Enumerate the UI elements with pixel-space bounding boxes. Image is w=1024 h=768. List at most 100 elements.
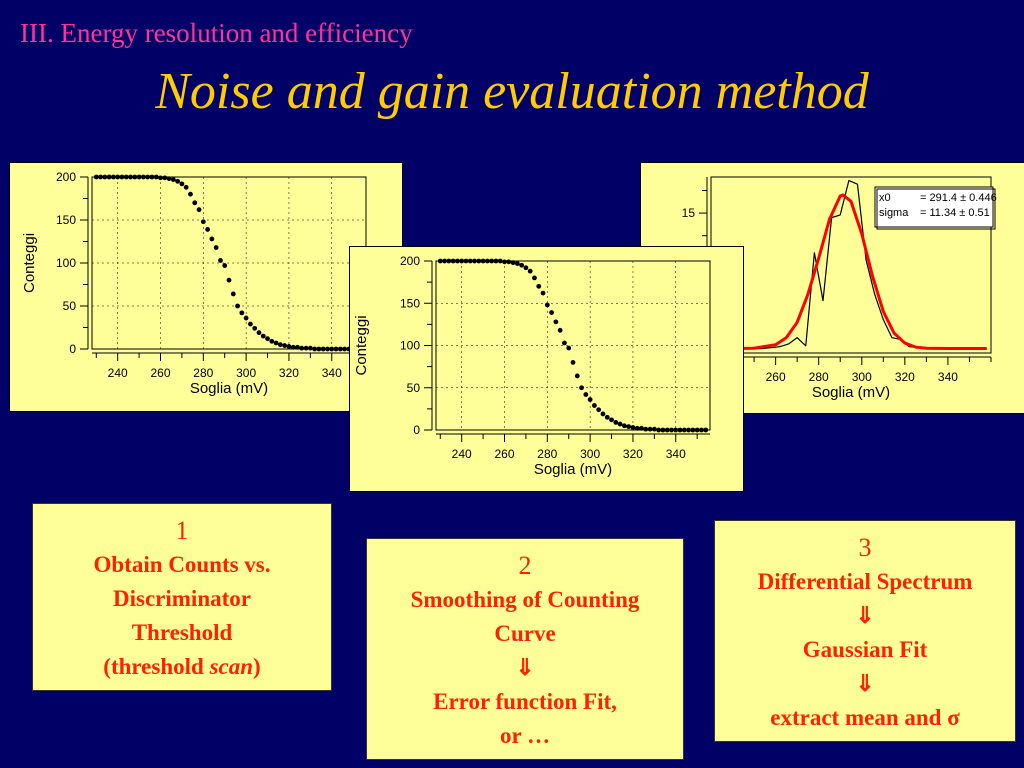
section-heading: III. Energy resolution and efficiency (20, 18, 413, 48)
data-point (463, 258, 469, 264)
data-point (587, 397, 593, 402)
data-point (140, 174, 146, 180)
fit-x0-label: x0 (879, 192, 891, 204)
data-point (102, 174, 108, 180)
step-box-3: 3 Differential Spectrum ⇓ Gaussian Fit ⇓… (714, 520, 1016, 742)
data-point (320, 346, 326, 352)
data-point (196, 207, 202, 213)
data-point (342, 346, 347, 352)
data-point (111, 174, 116, 180)
data-point (158, 175, 163, 181)
y-tick-label: 200 (400, 254, 420, 268)
x-tick-label: 300 (236, 366, 256, 380)
step-line: Curve (494, 621, 556, 646)
data-point (179, 181, 185, 187)
fit-params-frame (874, 186, 994, 228)
y-tick-label: 150 (400, 296, 420, 310)
y-tick-label: 200 (56, 170, 76, 184)
counts-chart-panel-2: 240 260 280 300 320 340 0 50 100 150 200 Soglia (mV… (349, 246, 744, 492)
sigma-symbol: σ (947, 705, 960, 730)
step-line: or … (499, 723, 551, 748)
x-tick-label: 320 (623, 447, 643, 461)
data-point (592, 403, 597, 408)
data-point (286, 344, 292, 349)
counts-chart-1: 240 260 280 300 320 340 0 50 100 150 200 Soglia (mV… (21, 170, 367, 397)
data-point (617, 421, 623, 427)
data-point (213, 245, 219, 250)
data-point (299, 345, 305, 351)
data-point (136, 174, 142, 180)
data-point (472, 258, 477, 264)
data-point (476, 258, 482, 264)
data-point (536, 283, 542, 289)
data-point (132, 174, 138, 180)
data-point (489, 258, 495, 264)
gaussian-chart: 240260280300320340051015Soglia (mV)x0= 2… (682, 176, 997, 401)
data-point (540, 290, 546, 296)
italic-word: scan (209, 654, 254, 679)
data-point (647, 426, 653, 432)
fit-sigma-value: = 11.34 ± 0.51 (920, 207, 990, 219)
data-point (260, 333, 266, 339)
data-point (437, 258, 443, 264)
data-point (604, 414, 610, 420)
data-point (544, 302, 550, 308)
data-point (252, 325, 258, 331)
step-line: Smoothing of Counting (410, 587, 640, 612)
y-axis-title: Conteggi (21, 233, 38, 293)
data-point (93, 174, 99, 180)
data-point (119, 174, 125, 180)
y-tick-label: 50 (407, 381, 421, 395)
data-point (269, 338, 275, 344)
data-point (459, 258, 465, 264)
data-point (192, 200, 198, 206)
x-tick-label: 340 (322, 366, 342, 380)
data-point (166, 176, 172, 182)
data-point (205, 227, 210, 232)
data-point (553, 319, 559, 325)
data-point (669, 427, 674, 433)
data-point (239, 310, 245, 316)
fit-params-box: x0 = 291.4 ± 0.446 sigma = 11.34 ± 0.51 (874, 186, 997, 230)
step-box-2: 2 Smoothing of Counting Curve ⇓ Error fu… (366, 538, 684, 760)
data-point (523, 265, 529, 271)
data-point (98, 174, 103, 180)
data-point (295, 344, 300, 350)
y-tick-label: 150 (56, 213, 76, 227)
data-point (574, 373, 580, 379)
data-point (600, 411, 606, 417)
data-point (128, 174, 133, 180)
data-point (230, 291, 236, 297)
data-point (502, 259, 507, 265)
data-point (175, 178, 181, 184)
data-point (467, 258, 473, 264)
data-point (265, 336, 270, 342)
step-line: (threshold scan) (103, 654, 261, 679)
data-point (557, 327, 563, 333)
data-point (549, 310, 554, 315)
data-point (188, 191, 193, 197)
data-point (162, 175, 168, 181)
data-point (532, 275, 537, 281)
data-point (493, 258, 499, 264)
data-point (450, 258, 456, 264)
fit-params-shadow (876, 188, 996, 230)
data-point (699, 427, 704, 433)
data-point (673, 427, 679, 433)
step-line: Threshold (131, 620, 233, 645)
data-point (282, 343, 288, 348)
data-point (527, 268, 533, 274)
data-point (562, 340, 567, 346)
data-point (123, 174, 129, 180)
y-tick-label: 50 (63, 299, 77, 313)
data-point (200, 219, 206, 225)
data-point (209, 236, 215, 242)
data-point (115, 174, 121, 180)
fit-x0-value: = 291.4 ± 0.446 (920, 192, 997, 204)
data-point (256, 330, 262, 336)
step-line: Discriminator (113, 586, 251, 611)
fit-sigma-label: sigma (879, 207, 909, 219)
data-point (329, 346, 335, 352)
step-number: 1 (175, 516, 189, 545)
data-point (307, 345, 313, 351)
